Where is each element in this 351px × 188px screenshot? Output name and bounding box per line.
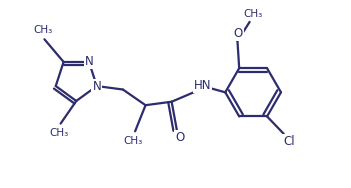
Text: CH₃: CH₃ [244,9,263,19]
Text: CH₃: CH₃ [124,136,143,146]
Text: N: N [85,55,93,68]
Text: N: N [92,80,101,92]
Text: HN: HN [193,79,211,92]
Text: Cl: Cl [283,135,295,148]
Text: O: O [175,131,184,144]
Text: CH₃: CH₃ [33,25,52,35]
Text: O: O [233,27,243,40]
Text: CH₃: CH₃ [49,128,68,138]
